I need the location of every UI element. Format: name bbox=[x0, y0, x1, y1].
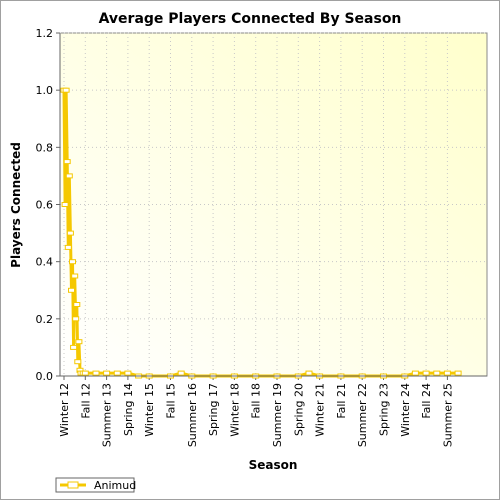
x-axis-ticks: Winter 12 Fall 12 Summer 13 Spring 14 Winter… bbox=[58, 376, 454, 447]
data-point-0-12 bbox=[73, 302, 81, 307]
data-point-0-20 bbox=[103, 370, 111, 376]
data-point-0-4 bbox=[64, 244, 72, 250]
data-point-0-43 bbox=[454, 370, 462, 376]
data-point-0-22 bbox=[124, 370, 132, 376]
data-point-0-19 bbox=[92, 370, 100, 376]
x-tick-label-8: Winter 18 bbox=[228, 383, 241, 437]
y-tick-label-1: 0.2 bbox=[36, 313, 54, 326]
data-point-0-10 bbox=[71, 273, 79, 279]
data-point-0-5 bbox=[65, 173, 73, 179]
data-point-0-8 bbox=[69, 259, 76, 265]
chart-title: Average Players Connected By Season bbox=[99, 11, 402, 27]
x-tick-label-12: Winter 21 bbox=[314, 383, 327, 437]
x-tick-label-14: Summer 22 bbox=[356, 383, 369, 447]
x-tick-label-10: Summer 19 bbox=[271, 383, 284, 447]
x-tick-label-4: Winter 15 bbox=[143, 383, 156, 437]
data-point-0-11 bbox=[72, 316, 80, 322]
x-axis-title: Season bbox=[249, 458, 298, 472]
data-point-0-39 bbox=[411, 370, 419, 376]
data-point-0-6 bbox=[66, 230, 74, 236]
y-axis-ticks: 0.0 0.2 0.4 0.6 0.8 1.0 1.2 bbox=[36, 27, 60, 383]
x-tick-label-0: Winter 12 bbox=[58, 383, 71, 437]
y-tick-label-5: 1.0 bbox=[36, 84, 54, 97]
legend-label-animud: Animud bbox=[94, 479, 136, 492]
x-tick-label-17: Fall 24 bbox=[420, 383, 433, 419]
x-tick-label-16: Winter 24 bbox=[399, 383, 412, 437]
y-tick-label-0: 0.0 bbox=[36, 370, 54, 383]
x-tick-label-1: Fall 12 bbox=[79, 383, 92, 419]
data-point-0-42 bbox=[443, 370, 451, 376]
y-tick-label-4: 0.8 bbox=[36, 141, 54, 154]
x-tick-label-3: Spring 14 bbox=[122, 383, 135, 436]
data-point-0-9 bbox=[70, 344, 78, 350]
x-tick-label-13: Fall 21 bbox=[335, 383, 348, 419]
y-tick-label-3: 0.6 bbox=[36, 199, 54, 212]
x-tick-label-9: Fall 18 bbox=[250, 383, 263, 419]
plot-area bbox=[59, 32, 488, 377]
data-point-0-3 bbox=[63, 159, 71, 165]
data-point-0-18 bbox=[81, 370, 89, 376]
y-tick-label-2: 0.4 bbox=[36, 256, 54, 269]
x-tick-label-2: Summer 13 bbox=[101, 383, 114, 447]
x-tick-label-18: Summer 25 bbox=[441, 383, 454, 447]
x-tick-label-7: Spring 17 bbox=[207, 383, 220, 436]
x-tick-label-5: Fall 15 bbox=[165, 383, 178, 419]
data-point-0-21 bbox=[113, 370, 121, 376]
data-point-0-14 bbox=[75, 339, 83, 345]
legend-swatch-marker bbox=[67, 481, 79, 489]
legend: Animud bbox=[55, 477, 136, 493]
data-point-0-40 bbox=[422, 370, 430, 376]
x-tick-label-6: Summer 16 bbox=[186, 383, 199, 447]
data-point-0-26 bbox=[177, 370, 185, 376]
x-tick-label-15: Spring 23 bbox=[378, 383, 391, 436]
data-point-0-7 bbox=[68, 287, 75, 293]
data-point-0-13 bbox=[74, 359, 82, 365]
data-point-0-2 bbox=[62, 87, 70, 93]
data-point-0-41 bbox=[433, 370, 441, 376]
y-axis-title: Players Connected bbox=[9, 142, 23, 268]
data-point-0-33 bbox=[305, 370, 313, 376]
data-point-0-1 bbox=[61, 202, 69, 207]
y-tick-label-6: 1.2 bbox=[36, 27, 54, 40]
x-tick-label-11: Spring 20 bbox=[292, 383, 305, 436]
